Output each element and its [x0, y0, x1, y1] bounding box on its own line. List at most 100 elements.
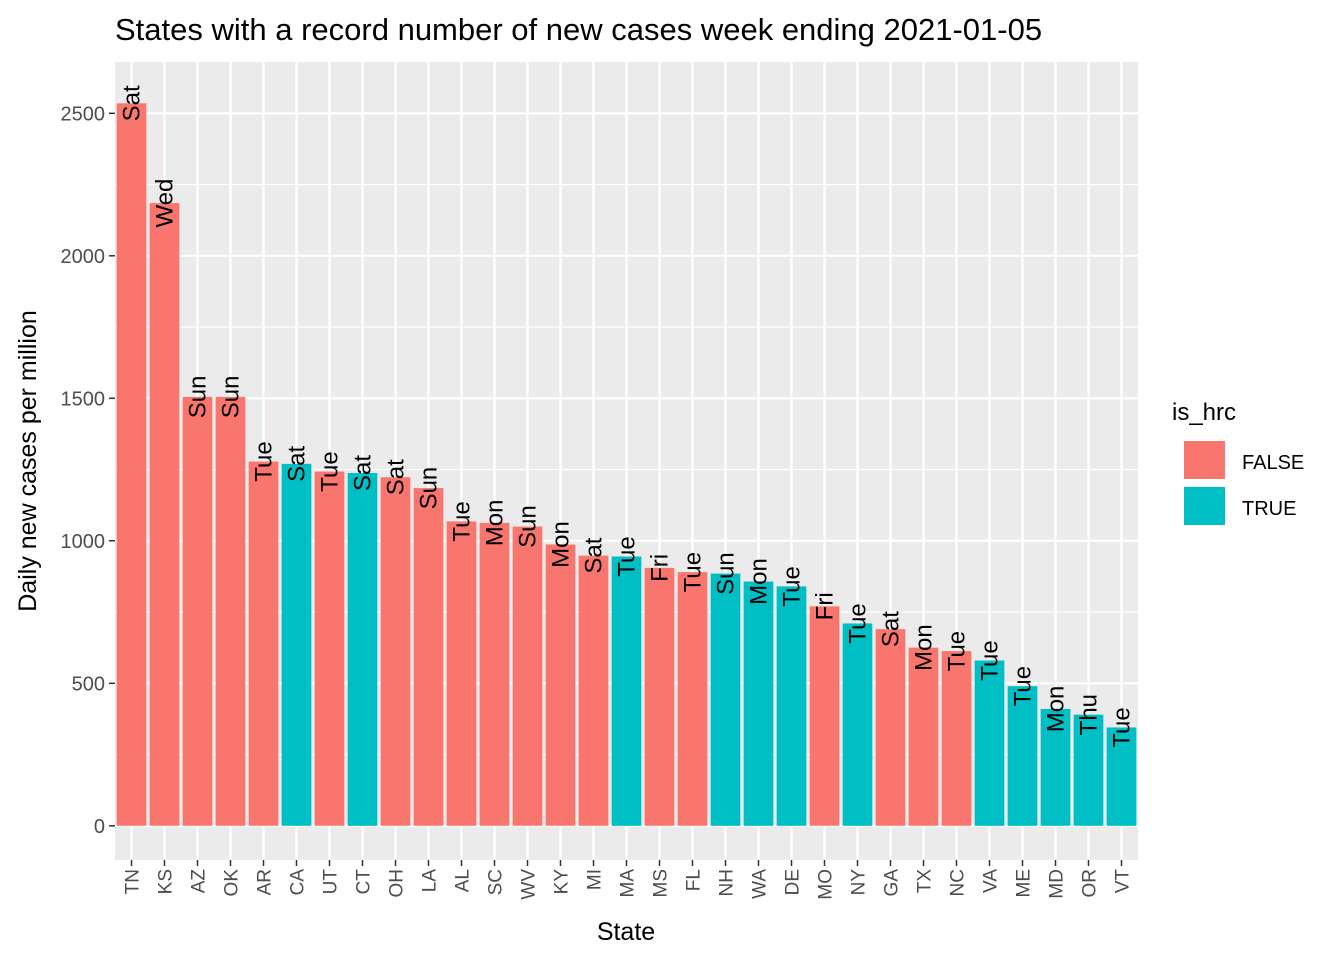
bar-label-oh: Sat — [383, 459, 410, 495]
chart-title: States with a record number of new cases… — [115, 12, 1042, 47]
x-tick-label-ca: CA — [288, 869, 309, 896]
x-tick-label-ar: AR — [255, 869, 276, 895]
bar-la — [413, 488, 444, 826]
bar-label-tn: Sat — [119, 85, 146, 121]
bar-or — [1073, 714, 1104, 826]
bars — [116, 103, 1137, 826]
y-tick-label: 1500 — [61, 388, 106, 410]
bar-mo — [809, 606, 840, 826]
bar-tn — [116, 103, 147, 826]
bar-label-va: Tue — [977, 640, 1004, 680]
bar-label-wv: Sun — [515, 505, 542, 548]
y-tick-label: 1000 — [61, 531, 106, 553]
bar-nh — [710, 573, 741, 826]
bar-label-nc: Tue — [944, 631, 971, 671]
x-tick-label-ct: CT — [354, 869, 375, 895]
bar-nc — [941, 651, 972, 826]
bar-az — [182, 396, 213, 826]
bar-label-ct: Sat — [350, 455, 377, 491]
bar-label-ms: Fri — [647, 554, 674, 582]
x-tick-label-al: AL — [453, 869, 474, 892]
bar-label-ok: Sun — [218, 376, 245, 419]
bar-label-de: Tue — [779, 566, 806, 606]
x-tick-label-va: VA — [981, 869, 1002, 893]
bar-label-tx: Mon — [911, 624, 938, 671]
bar-label-ar: Tue — [251, 441, 278, 481]
x-tick-label-sc: SC — [486, 869, 507, 895]
x-tick-label-wa: WA — [750, 869, 771, 899]
bar-md — [1040, 708, 1071, 826]
bar-sc — [479, 522, 510, 826]
x-tick-label-wv: WV — [519, 869, 540, 900]
legend-label-true: TRUE — [1242, 498, 1296, 520]
bar-wa — [743, 581, 774, 826]
x-tick-label-nc: NC — [948, 869, 969, 896]
x-tick-label-la: LA — [420, 869, 441, 893]
x-tick-label-ks: KS — [156, 869, 177, 894]
y-tick-label: 2500 — [61, 103, 106, 125]
bar-label-mo: Fri — [812, 592, 839, 620]
x-tick-label-ms: MS — [651, 869, 672, 898]
bar-wv — [512, 526, 543, 826]
bar-mi — [578, 555, 609, 826]
bar-ks — [149, 203, 180, 826]
x-tick-label-tn: TN — [123, 869, 144, 894]
bar-ny — [842, 623, 873, 826]
bar-ca — [281, 463, 312, 826]
bar-label-ny: Tue — [845, 603, 872, 643]
bar-vt — [1106, 727, 1137, 826]
bar-label-ut: Tue — [317, 451, 344, 491]
bar-label-az: Sun — [185, 376, 212, 419]
bar-al — [446, 521, 477, 826]
x-tick-label-oh: OH — [387, 869, 408, 898]
bar-de — [776, 586, 807, 826]
bar-ms — [644, 567, 675, 826]
x-tick-label-ma: MA — [618, 869, 639, 898]
bar-label-ky: Mon — [548, 521, 575, 568]
bar-label-mi: Sat — [581, 537, 608, 573]
bar-ky — [545, 544, 576, 826]
y-tick-label: 2000 — [61, 246, 106, 268]
x-tick-label-ut: UT — [321, 869, 342, 895]
x-tick-label-vt: VT — [1113, 869, 1134, 894]
bar-label-ga: Sat — [878, 611, 905, 647]
x-tick-label-mi: MI — [585, 869, 606, 890]
bar-label-nh: Sun — [713, 552, 740, 595]
bar-ct — [347, 472, 378, 826]
x-tick-label-nh: NH — [717, 869, 738, 896]
bar-label-al: Tue — [449, 501, 476, 541]
legend-key-false — [1184, 441, 1225, 479]
bar-label-or: Thu — [1076, 694, 1103, 735]
x-tick-label-mo: MO — [816, 869, 837, 900]
y-tick-label: 500 — [72, 673, 105, 695]
x-tick-label-ok: OK — [222, 869, 243, 897]
x-tick-label-me: ME — [1014, 869, 1035, 898]
x-tick-label-ny: NY — [849, 869, 870, 896]
y-axis: 0 500 1000 1500 2000 2500 — [61, 103, 115, 838]
x-axis: TN KS AZ OK AR CA UT CT OH LA AL SC WV KY MI MA MS FL NH WA… — [123, 860, 1134, 900]
x-tick-label-ky: KY — [552, 869, 573, 895]
legend: is_hrc FALSE TRUE — [1172, 399, 1304, 525]
x-tick-label-or: OR — [1080, 869, 1101, 898]
bar-label-la: Sun — [416, 467, 443, 510]
bar-label-fl: Tue — [680, 552, 707, 592]
bar-ut — [314, 471, 345, 826]
bar-label-vt: Tue — [1109, 707, 1136, 747]
legend-key-true — [1184, 487, 1225, 525]
bar-ar — [248, 461, 279, 826]
bar-label-ca: Sat — [284, 446, 311, 482]
legend-label-false: FALSE — [1242, 452, 1304, 474]
x-tick-label-tx: TX — [915, 869, 936, 894]
y-tick-label: 0 — [94, 816, 105, 838]
bar-ok — [215, 396, 246, 826]
bar-label-md: Mon — [1043, 686, 1070, 733]
x-tick-label-md: MD — [1047, 869, 1068, 899]
bar-label-me: Tue — [1010, 666, 1037, 706]
bar-fl — [677, 572, 708, 826]
bar-va — [974, 660, 1005, 826]
x-tick-label-az: AZ — [189, 869, 210, 894]
legend-title: is_hrc — [1172, 399, 1236, 426]
y-axis-title: Daily new cases per million — [14, 310, 42, 612]
